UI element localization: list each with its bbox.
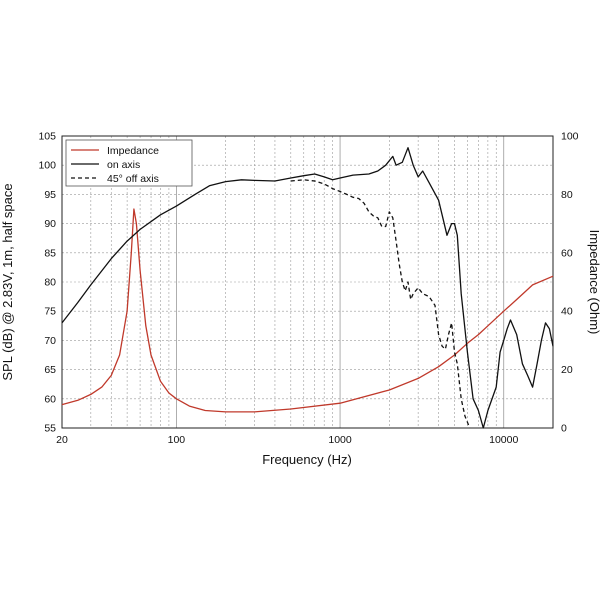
y-left-tick-label: 100	[38, 160, 56, 172]
y-left-tick-label: 65	[44, 364, 56, 376]
y-right-tick-label: 60	[561, 247, 573, 259]
y-left-tick-label: 70	[44, 335, 56, 347]
legend-label: Impedance	[107, 145, 159, 157]
y-left-tick-label: 95	[44, 189, 56, 201]
x-tick-label: 1000	[328, 434, 352, 446]
x-tick-label: 20	[56, 434, 68, 446]
y-right-tick-label: 20	[561, 364, 573, 376]
legend: Impedance on axis 45° off axis	[65, 139, 193, 187]
x-tick-label: 10000	[489, 434, 518, 446]
y-right-tick-label: 0	[561, 423, 567, 435]
series-line-impedance	[61, 208, 554, 413]
y-left-tick-label: 75	[44, 306, 56, 318]
plot-frame	[61, 135, 554, 429]
series-line-on-axis	[61, 147, 554, 429]
y-axis-right-label: Impedance (Ohm)	[587, 230, 600, 335]
y-left-tick-label: 55	[44, 423, 56, 435]
legend-label: on axis	[107, 159, 140, 171]
y-left-tick-label: 85	[44, 247, 56, 259]
y-right-tick-label: 40	[561, 306, 573, 318]
x-axis-label: Frequency (Hz)	[262, 452, 352, 467]
series-lines	[61, 147, 554, 429]
y-left-tick-label: 90	[44, 218, 56, 230]
y-left-tick-label: 105	[38, 131, 56, 143]
y-axis-left-label: SPL (dB) @ 2.83V, 1m, half space	[0, 183, 15, 380]
y-left-tick-label: 60	[44, 393, 56, 405]
axis-ticks: 20 100 1000 10000 55 60 65 70 75 80 85 90 95 100 105 0 2…	[38, 131, 578, 447]
y-right-tick-label: 100	[561, 131, 579, 143]
grid-lines	[62, 136, 553, 428]
x-tick-label: 100	[168, 434, 186, 446]
legend-label: 45° off axis	[107, 173, 159, 185]
y-right-tick-label: 80	[561, 189, 573, 201]
y-left-tick-label: 80	[44, 277, 56, 289]
series-line-45-off-axis	[290, 179, 471, 429]
